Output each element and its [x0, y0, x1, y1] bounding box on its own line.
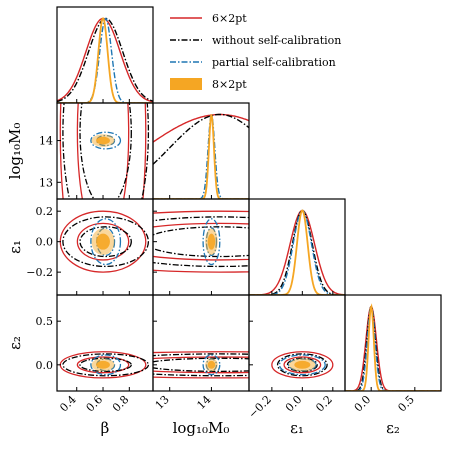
contour-without-self-calibration-log10M0-epsilon1-2sigma	[153, 216, 249, 268]
legend-label-6-2pt: 6×2pt	[212, 12, 247, 25]
legend-label-8-2pt: 8×2pt	[212, 78, 247, 91]
marginal-partial-self-calibration-epsilon2	[345, 305, 441, 391]
panel-epsilon1-epsilon2	[271, 351, 334, 379]
marginal-without-self-calibration-log10M0	[153, 113, 249, 165]
x-tick-label-log10M0: 14	[194, 393, 213, 412]
panel-frame-beta-log10M0	[56, 102, 154, 200]
contour-6-2pt-beta-log10M0-2sigma	[59, 103, 147, 199]
contour-without-self-calibration-epsilon1-epsilon2-2sigma	[276, 353, 328, 377]
legend-swatch-8-2pt	[170, 78, 202, 90]
marginal-6-2pt-log10M0	[153, 113, 249, 143]
contour-without-self-calibration-log10M0-epsilon2-2sigma	[153, 353, 249, 377]
x-tick-label-epsilon2: 0.0	[352, 393, 374, 415]
x-axis-label-epsilon2: ε₂	[386, 419, 400, 437]
marginal-8-2pt-beta	[57, 17, 153, 103]
x-axis-label-epsilon1: ε₁	[290, 419, 304, 437]
contour-without-self-calibration-beta-epsilon2-2sigma	[62, 353, 150, 377]
contour-6-2pt-beta-epsilon1-1sigma	[76, 222, 130, 261]
y-tick-label-log10M0: 14	[39, 135, 53, 148]
x-tick-label-epsilon1: 0.0	[283, 393, 305, 415]
contour-partial-self-calibration-beta-log10M0-2sigma	[90, 131, 122, 150]
contour-8-2pt-beta-epsilon1-1sigma	[96, 233, 110, 250]
x-tick-label-epsilon1: −0.2	[246, 393, 274, 421]
x-axis-label-log10M0: log₁₀M₀	[173, 419, 230, 437]
legend: 6×2pt without self-calibration partial sel…	[170, 12, 341, 91]
marginal-without-self-calibration-epsilon2	[345, 305, 441, 391]
y-axis-label-log10M0: log₁₀M₀	[6, 123, 24, 180]
panel-beta-epsilon1	[59, 210, 150, 273]
contour-8-2pt-log10M0-epsilon1-1sigma	[207, 233, 216, 250]
panel-frame-epsilon2-epsilon2	[344, 294, 442, 392]
panel-frame-log10M0-epsilon1	[152, 198, 250, 296]
panel-frame-epsilon1-epsilon2	[248, 294, 346, 392]
contour-6-2pt-epsilon1-epsilon2-1sigma	[283, 356, 322, 374]
y-tick-label-epsilon1: 0.0	[36, 236, 54, 249]
x-tick-label-beta: 0.6	[84, 393, 106, 415]
marginal-without-self-calibration-beta	[57, 17, 153, 103]
contour-8-2pt-log10M0-epsilon2-1sigma	[207, 360, 216, 369]
x-tick-label-beta: 0.4	[57, 393, 79, 415]
contour-partial-self-calibration-epsilon1-epsilon2-1sigma	[287, 358, 317, 372]
marginal-6-2pt-epsilon2	[345, 305, 441, 391]
y-tick-label-epsilon2: 0.0	[36, 359, 54, 372]
contour-without-self-calibration-beta-log10M0-2sigma	[62, 103, 150, 199]
contour-partial-self-calibration-log10M0-epsilon2-1sigma	[205, 358, 218, 372]
x-tick-label-log10M0: 13	[153, 393, 172, 412]
contour-partial-self-calibration-beta-log10M0-1sigma	[96, 134, 116, 147]
y-tick-label-epsilon1: −0.2	[26, 266, 53, 279]
contour-6-2pt-epsilon1-epsilon2-2sigma	[271, 351, 334, 379]
panel-beta-log10M0	[59, 103, 150, 199]
y-axis-label-epsilon2: ε₂	[6, 336, 24, 350]
panel-beta-epsilon2	[59, 351, 150, 379]
panel-beta-beta	[57, 17, 153, 103]
contour-without-self-calibration-beta-epsilon1-2sigma	[62, 216, 150, 268]
contour-8-2pt-beta-log10M0-1sigma	[96, 136, 110, 145]
contour-6-2pt-log10M0-epsilon1-2sigma	[153, 210, 249, 273]
contour-without-self-calibration-beta-epsilon2-1sigma	[79, 357, 132, 373]
x-axis-label-beta: β	[101, 419, 110, 437]
y-tick-label-epsilon1: 0.2	[36, 205, 54, 218]
panel-log10M0-epsilon1	[153, 210, 249, 273]
contour-8-2pt-epsilon1-epsilon2-1sigma	[294, 360, 311, 369]
legend-label-partial-self-calibration: partial self-calibration	[212, 56, 336, 69]
x-tick-label-epsilon2: 0.5	[395, 393, 417, 415]
contour-8-2pt-beta-epsilon2-1sigma	[96, 360, 110, 369]
y-axis-label-epsilon1: ε₁	[6, 240, 24, 254]
contour-6-2pt-beta-log10M0-1sigma	[76, 103, 130, 199]
panel-log10M0-log10M0	[153, 112, 249, 199]
marginal-8-2pt-epsilon2	[345, 303, 441, 391]
contour-without-self-calibration-log10M0-epsilon2-1sigma	[153, 357, 249, 373]
legend-label-without-self-calibration: without self-calibration	[212, 34, 341, 47]
contour-6-2pt-log10M0-epsilon2-2sigma	[153, 351, 249, 379]
panel-log10M0-epsilon2	[153, 351, 249, 379]
contour-partial-self-calibration-log10M0-epsilon2-2sigma	[202, 354, 221, 376]
y-tick-label-log10M0: 13	[39, 176, 53, 189]
marginal-8-2pt-log10M0	[153, 114, 249, 199]
panel-epsilon2-epsilon2	[345, 303, 441, 391]
contour-partial-self-calibration-beta-epsilon1-2sigma	[90, 218, 122, 266]
panel-frame-beta-epsilon2	[56, 294, 154, 392]
panel-frame-log10M0-epsilon2	[152, 294, 250, 392]
contour-6-2pt-log10M0-epsilon1-1sigma	[153, 222, 249, 261]
contour-without-self-calibration-beta-epsilon1-1sigma	[79, 226, 132, 258]
contour-without-self-calibration-beta-log10M0-1sigma	[79, 103, 132, 199]
contour-partial-self-calibration-log10M0-epsilon1-1sigma	[205, 227, 218, 257]
contour-without-self-calibration-epsilon1-epsilon2-1sigma	[286, 357, 318, 373]
contour-6-2pt-log10M0-epsilon2-1sigma	[153, 356, 249, 374]
contour-partial-self-calibration-beta-epsilon2-2sigma	[90, 354, 122, 376]
marginal-partial-self-calibration-beta	[57, 17, 153, 103]
marginal-without-self-calibration-epsilon1	[249, 209, 345, 295]
contour-partial-self-calibration-log10M0-epsilon1-2sigma	[202, 218, 221, 266]
x-tick-label-epsilon1: 0.2	[313, 393, 335, 415]
marginal-8-2pt-epsilon1	[249, 209, 345, 295]
contour-6-2pt-beta-epsilon2-1sigma	[76, 356, 130, 374]
marginal-partial-self-calibration-log10M0	[153, 112, 249, 199]
x-tick-label-beta: 0.8	[110, 393, 132, 415]
panel-epsilon1-epsilon1	[249, 209, 345, 295]
contour-partial-self-calibration-epsilon1-epsilon2-2sigma	[278, 354, 326, 376]
y-tick-label-epsilon2: 0.5	[36, 315, 54, 328]
